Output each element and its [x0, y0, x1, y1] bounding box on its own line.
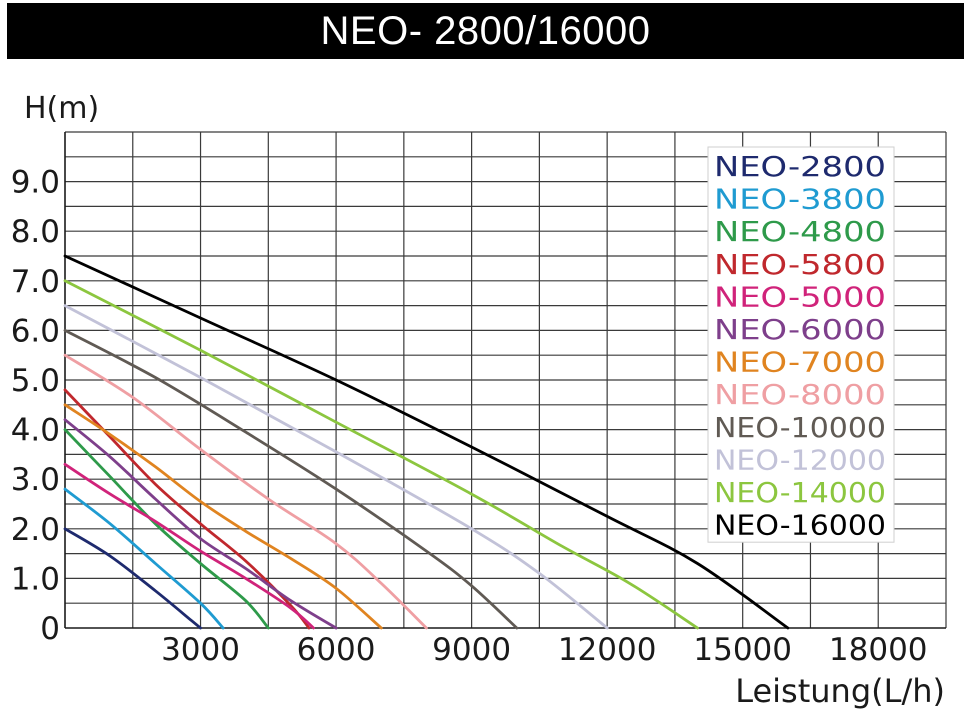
legend-entry: NEO-3800 [714, 183, 886, 216]
legend-entry: NEO-16000 [714, 509, 886, 542]
series-line-neo-16000 [63, 254, 790, 630]
series-line-neo-5800 [63, 388, 311, 630]
series-line-neo-6000 [63, 418, 338, 630]
axes: 0 1.0 2.0 3.0 4.0 5.0 6.0 7.0 8.0 9.0 3000 6000 9000… [11, 91, 946, 710]
legend-box [707, 146, 895, 543]
series-line-neo-3800 [63, 487, 225, 630]
x-tick-label: 15000 [693, 632, 792, 668]
x-tick-label: 9000 [432, 632, 511, 668]
series-line-neo-8000 [63, 353, 428, 630]
legend-entry: NEO-8000 [714, 378, 886, 411]
legend-entry: NEO-5800 [714, 248, 886, 281]
y-tick-label: 8.0 [11, 214, 60, 250]
series-line-neo-4800 [63, 428, 270, 630]
legend-entry: NEO-5000 [714, 280, 886, 313]
legend: NEO-2800NEO-3800NEO-4800NEO-5800NEO-5000… [707, 146, 895, 543]
y-tick-label: 3.0 [11, 462, 60, 498]
y-axis-label: H(m) [24, 91, 99, 126]
y-tick-label: 7.0 [11, 264, 60, 300]
chart-title: NEO- 2800/16000 [7, 3, 964, 59]
series-lines [63, 254, 790, 630]
series-line-neo-10000 [63, 329, 519, 630]
series-line-neo-2800 [63, 527, 202, 630]
legend-entry: NEO-12000 [714, 443, 886, 476]
x-tick-label: 6000 [297, 632, 376, 668]
y-tick-label: 6.0 [11, 313, 60, 349]
series-line-neo-7000 [63, 403, 383, 630]
series-line-neo-12000 [63, 304, 609, 630]
y-tick-label: 4.0 [11, 413, 60, 449]
legend-entry: NEO-7000 [714, 346, 886, 379]
series-line-neo-5000 [63, 462, 315, 630]
x-tick-label: 12000 [558, 632, 657, 668]
legend-entry: NEO-4800 [714, 215, 886, 248]
x-tick-label: 18000 [829, 632, 928, 668]
y-tick-label: 9.0 [11, 165, 60, 201]
legend-entry: NEO-14000 [714, 476, 886, 509]
legend-entry: NEO-6000 [714, 313, 886, 346]
legend-entry: NEO-10000 [714, 411, 886, 444]
x-tick-label: 3000 [161, 632, 240, 668]
series-line-neo-14000 [63, 279, 699, 630]
y-tick-label: 0 [40, 611, 60, 647]
x-axis-label: Leistung(L/h) [735, 672, 945, 710]
y-tick-label: 1.0 [11, 561, 60, 597]
legend-entry: NEO-2800 [714, 150, 886, 183]
y-tick-label: 5.0 [11, 363, 60, 399]
y-tick-label: 2.0 [11, 512, 60, 548]
